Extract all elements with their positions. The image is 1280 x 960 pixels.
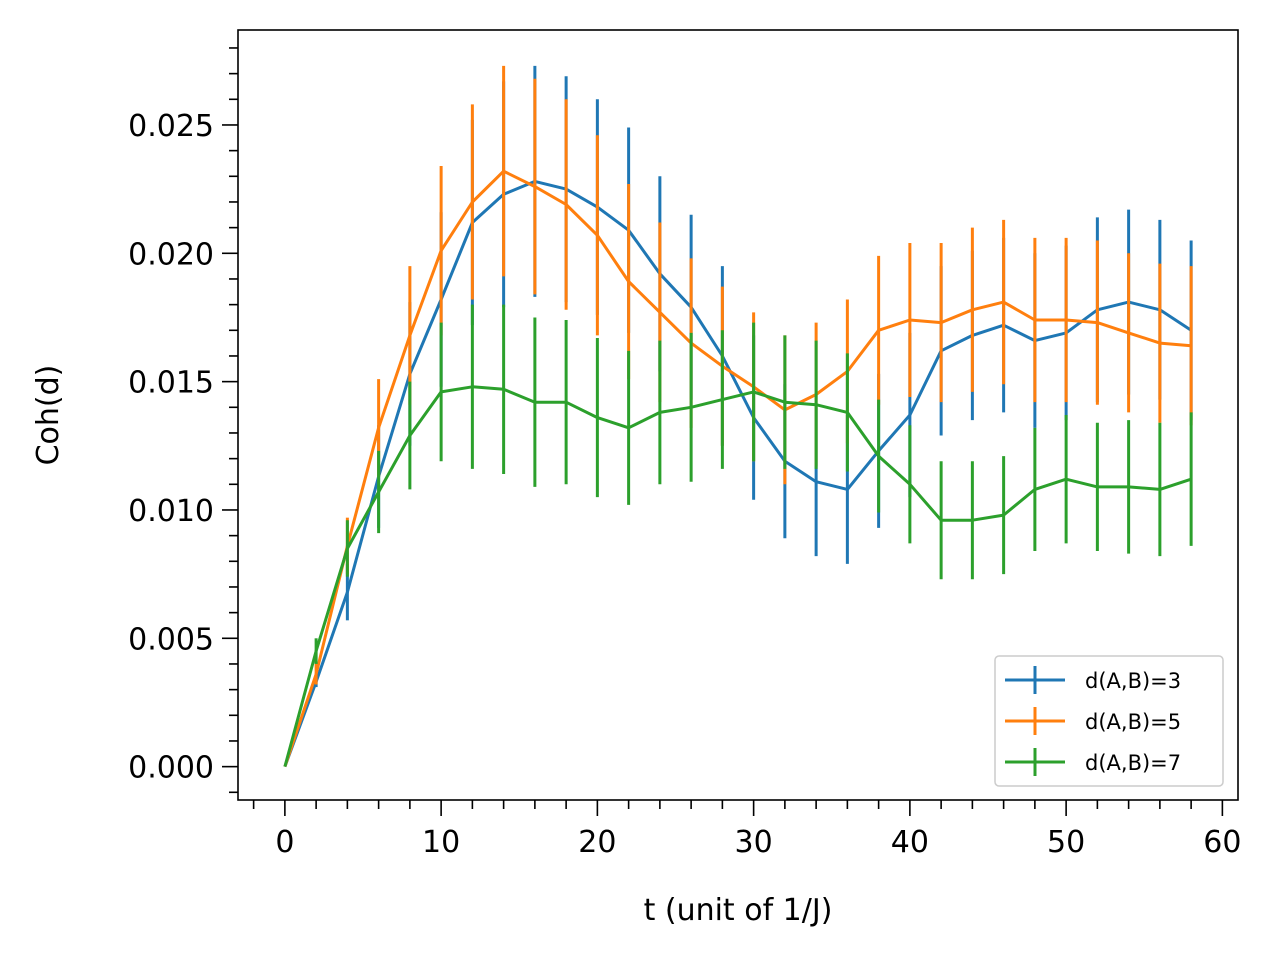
series-line	[283, 179, 1192, 768]
legend-label: d(A,B)=3	[1085, 669, 1181, 693]
y-tick-label: 0.025	[128, 109, 214, 144]
y-tick-label: 0.005	[128, 622, 214, 657]
x-tick-label: 30	[735, 825, 773, 860]
legend-label: d(A,B)=7	[1085, 751, 1181, 775]
series-line	[283, 169, 1192, 768]
minor-ticks	[229, 47, 1192, 809]
y-tick-label: 0.000	[128, 751, 214, 786]
legend-item: d(A,B)=5	[1005, 707, 1181, 735]
y-tick-label: 0.010	[128, 494, 214, 529]
series-line	[283, 385, 1192, 767]
legend-item: d(A,B)=7	[1005, 748, 1181, 776]
y-tick-label: 0.020	[128, 237, 214, 272]
legend: d(A,B)=3 d(A,B)=5 d(A,B)=7	[994, 655, 1224, 787]
x-tick-label: 20	[578, 825, 616, 860]
x-tick-label: 40	[891, 825, 929, 860]
major-ticks: 0 10 20 30 40 50 60 0.000 0.005 0.010 0.015 0.020 0.…	[128, 109, 1241, 860]
x-axis-label: t (unit of 1/J)	[644, 893, 833, 928]
y-axis-label: Coh(d)	[31, 365, 66, 466]
x-tick-label: 60	[1203, 825, 1241, 860]
series-3	[283, 304, 1193, 767]
y-tick-label: 0.015	[128, 366, 214, 401]
legend-label: d(A,B)=5	[1085, 710, 1181, 734]
plot-area	[283, 65, 1193, 768]
legend-item: d(A,B)=3	[1005, 666, 1181, 694]
x-tick-label: 50	[1047, 825, 1085, 860]
axes-frame	[237, 29, 1239, 801]
x-tick-label: 10	[422, 825, 460, 860]
legend-box	[994, 655, 1224, 787]
x-tick-label: 0	[275, 825, 294, 860]
